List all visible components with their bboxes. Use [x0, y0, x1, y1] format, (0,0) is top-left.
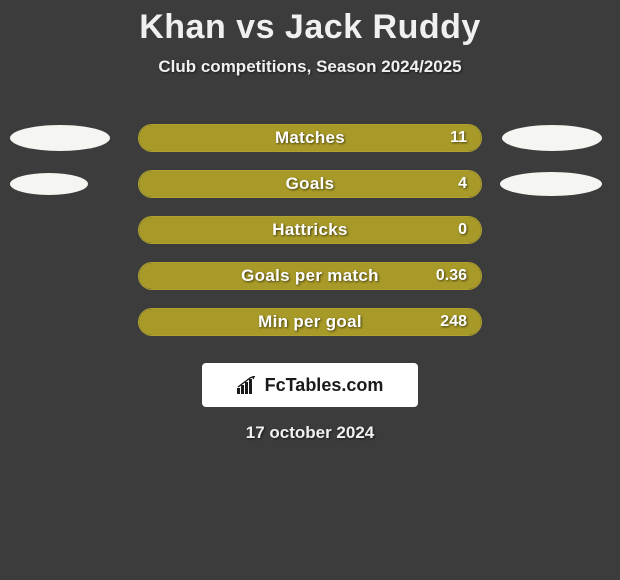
- stat-row: Goals4: [0, 161, 620, 207]
- stat-bar: Matches11: [138, 124, 482, 152]
- stat-bar: Goals per match0.36: [138, 262, 482, 290]
- stat-value: 248: [440, 309, 467, 335]
- stat-row: Hattricks0: [0, 207, 620, 253]
- stat-label: Min per goal: [139, 309, 481, 335]
- stat-bar: Hattricks0: [138, 216, 482, 244]
- stat-value: 0: [458, 217, 467, 243]
- left-ellipse: [10, 173, 88, 195]
- stat-label: Goals: [139, 171, 481, 197]
- stat-bar: Min per goal248: [138, 308, 482, 336]
- stat-row: Matches11: [0, 115, 620, 161]
- stat-value: 4: [458, 171, 467, 197]
- fctables-logo-icon: [237, 376, 259, 394]
- stat-label: Goals per match: [139, 263, 481, 289]
- stat-value: 0.36: [436, 263, 467, 289]
- stats-rows: Matches11 Goals4 Hattricks0 Goals per match…: [0, 115, 620, 345]
- right-ellipse: [500, 172, 602, 196]
- stat-label: Hattricks: [139, 217, 481, 243]
- stat-label: Matches: [139, 125, 481, 151]
- page-subtitle: Club competitions, Season 2024/2025: [0, 57, 620, 77]
- right-ellipse: [502, 125, 602, 151]
- logo-text: FcTables.com: [265, 375, 384, 396]
- left-ellipse: [10, 125, 110, 151]
- stat-value: 11: [450, 125, 467, 151]
- stat-row: Min per goal248: [0, 299, 620, 345]
- stat-bar: Goals4: [138, 170, 482, 198]
- page-title: Khan vs Jack Ruddy: [0, 0, 620, 47]
- stat-row: Goals per match0.36: [0, 253, 620, 299]
- logo-box: FcTables.com: [202, 363, 418, 407]
- date-text: 17 october 2024: [0, 423, 620, 443]
